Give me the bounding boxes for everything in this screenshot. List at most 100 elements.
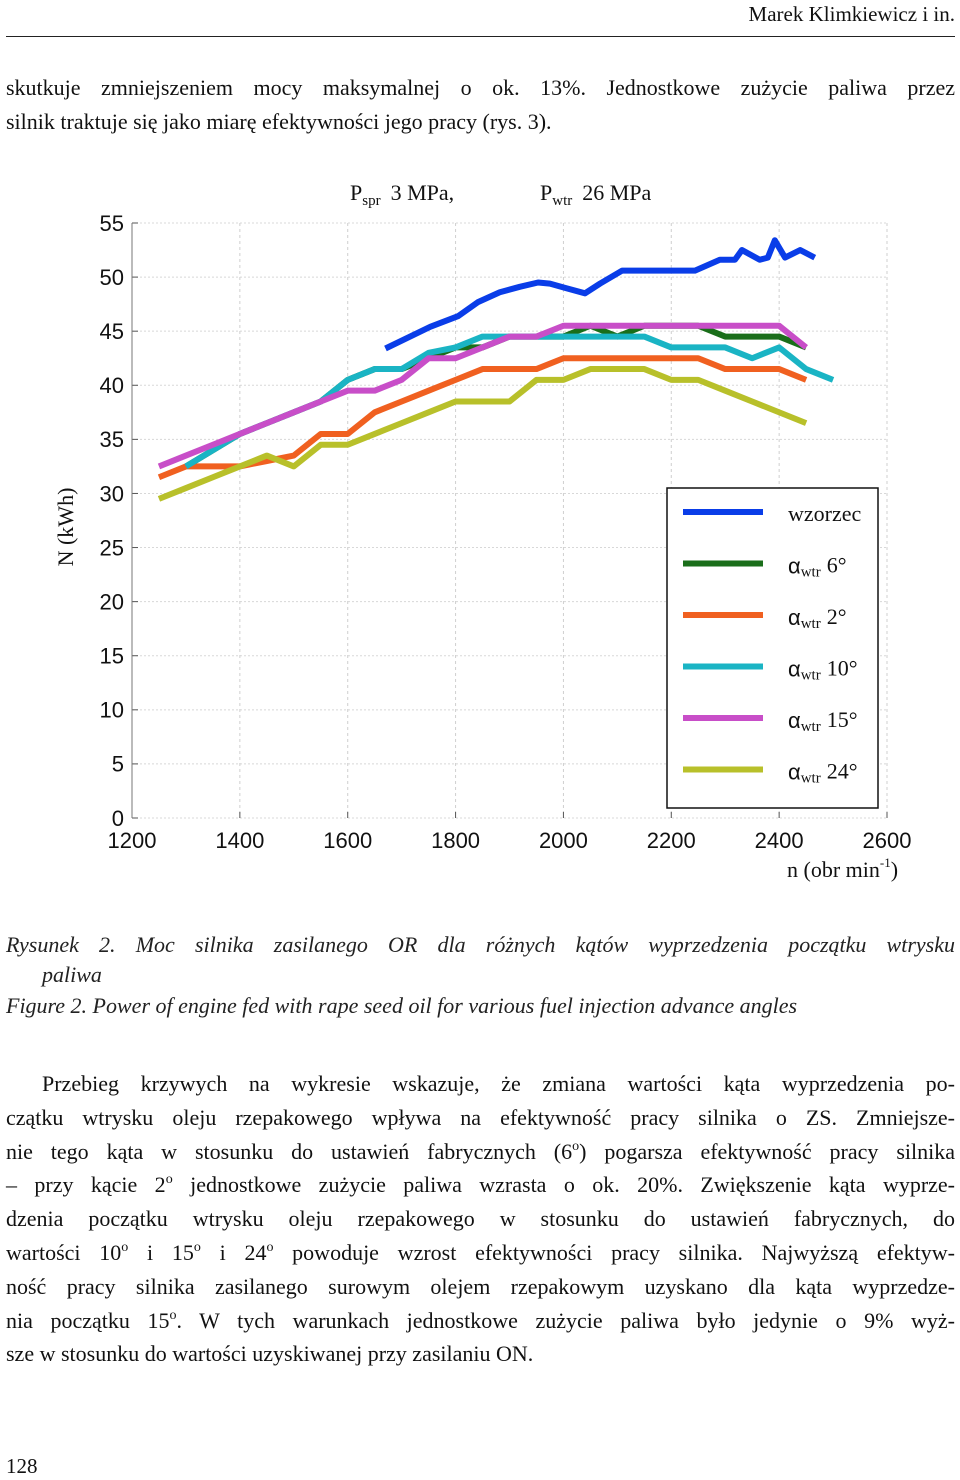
legend-label: αwtr 10° — [788, 656, 858, 684]
legend-subscript: wtr — [801, 771, 821, 787]
paragraph-line: czątku wtrysku oleju rzepakowego wpływa … — [6, 1104, 955, 1132]
chart-title: Pwtr 26 MPa — [540, 180, 652, 209]
x-tick-label: 2200 — [647, 828, 696, 853]
legend-subscript: wtr — [801, 616, 821, 632]
legend-label: αwtr 6° — [788, 553, 847, 581]
x-tick-label: 1200 — [108, 828, 157, 853]
title-symbol: P — [540, 180, 552, 205]
y-tick-label: 5 — [112, 752, 124, 777]
caption-text: paliwa — [42, 962, 102, 987]
x-tick-label: 1400 — [215, 828, 264, 853]
legend-symbol: α — [788, 656, 801, 681]
title-value: 3 MPa, — [391, 180, 455, 205]
title-value: 26 MPa — [582, 180, 651, 205]
page-number: 128 — [6, 1454, 38, 1478]
text: powoduje wzrost efektywności pracy silni… — [273, 1240, 956, 1265]
y-tick-label: 35 — [100, 427, 124, 452]
legend-label: wzorzec — [788, 501, 862, 526]
legend-symbol: α — [788, 605, 801, 630]
title-symbol: P — [350, 180, 362, 205]
text: – przy kącie 2 — [6, 1172, 166, 1198]
y-axis-label: N (kWh) — [53, 488, 78, 567]
x-tick-label: 1600 — [323, 828, 372, 853]
paragraph-line: nie tego kąta w stosunku do ustawień fab… — [6, 1138, 955, 1166]
superscript: o — [266, 1240, 274, 1255]
chart-title: Pspr 3 MPa, — [350, 180, 454, 209]
legend-subscript: wtr — [801, 565, 821, 581]
text: skutkuje zmniejszeniem mocy maksymalnej … — [6, 75, 955, 100]
data-line — [157, 366, 808, 502]
y-tick-label: 50 — [100, 265, 124, 290]
legend-symbol: α — [788, 553, 801, 578]
caption-en-line: Figure 2. Power of engine fed with rape … — [6, 992, 955, 1020]
y-tick-label: 10 — [100, 698, 124, 723]
text: i 15 — [128, 1240, 194, 1265]
legend-symbol: α — [788, 708, 801, 733]
text: silnik traktuje się jako miarę efektywno… — [6, 109, 552, 134]
superscript: o — [169, 1307, 177, 1323]
text: Przebieg krzywych na wykresie wskazuje, … — [42, 1071, 955, 1096]
text: jednostkowe zużycie paliwa wzrasta o ok.… — [172, 1172, 956, 1198]
intro-line: silnik traktuje się jako miarę efektywno… — [6, 108, 955, 136]
x-label-text: n (obr min — [787, 857, 880, 882]
paragraph-line: ność pracy silnika zasilanego surowym ol… — [6, 1273, 955, 1301]
legend-label: αwtr 24° — [788, 759, 858, 787]
x-tick-label: 2400 — [755, 828, 804, 853]
text: ność pracy silnika zasilanego surowym ol… — [6, 1273, 955, 1299]
paragraph-line: sze w stosunku do wartości uzyskiwanej p… — [6, 1340, 955, 1368]
paragraph-line: Przebieg krzywych na wykresie wskazuje, … — [42, 1070, 955, 1098]
y-tick-label: 40 — [100, 373, 124, 398]
legend-subscript: wtr — [801, 719, 821, 735]
x-tick-label: 2600 — [863, 828, 912, 853]
y-tick-label: 30 — [100, 481, 124, 506]
legend-name: wzorzec — [788, 501, 862, 526]
caption-pl: Rysunek 2. Moc silnika zasilanego OR dla… — [6, 931, 955, 959]
y-tick-label: 20 — [100, 589, 124, 614]
legend-box — [666, 487, 879, 809]
caption-en: Figure 2. Power of engine fed with rape … — [6, 993, 798, 1018]
legend-name: 2° — [827, 604, 847, 629]
title-subscript: spr — [362, 193, 380, 209]
text: i 24 — [200, 1240, 267, 1265]
text: nie tego kąta w stosunku do ustawień fab… — [6, 1138, 573, 1164]
text: dzenia początku wtrysku oleju rzepakoweg… — [6, 1206, 955, 1232]
legend-symbol: α — [788, 759, 801, 784]
x-tick-label: 2000 — [539, 828, 588, 853]
legend-subscript: wtr — [801, 668, 821, 684]
superscript: o — [165, 1172, 173, 1188]
legend-name: 10° — [827, 656, 858, 681]
superscript: o — [572, 1138, 580, 1154]
superscript: o — [121, 1240, 129, 1255]
data-line — [157, 322, 808, 470]
x-tick-label: 1800 — [431, 828, 480, 853]
x-label-after: ) — [891, 857, 898, 882]
x-axis-label: n (obr min-1) — [787, 855, 898, 882]
y-tick-label: 15 — [100, 644, 124, 669]
caption-pl: paliwa — [42, 961, 942, 989]
y-tick-label: 45 — [100, 319, 124, 344]
text: czątku wtrysku oleju rzepakowego wpływa … — [6, 1104, 955, 1130]
text: ) pogarsza efektywność pracy silnika — [579, 1138, 955, 1164]
running-header: Marek Klimkiewicz i in. — [748, 2, 955, 26]
legend-name: 24° — [827, 759, 858, 784]
legend-label: αwtr 2° — [788, 604, 847, 632]
intro-line: skutkuje zmniejszeniem mocy maksymalnej … — [6, 74, 955, 102]
legend-name: 6° — [827, 553, 847, 578]
legend-label: αwtr 15° — [788, 707, 858, 735]
caption-text: Rysunek 2. Moc silnika zasilanego OR dla… — [6, 932, 955, 957]
paragraph-line: dzenia początku wtrysku oleju rzepakoweg… — [6, 1205, 955, 1233]
paragraph-line: – przy kącie 2o jednostkowe zużycie pali… — [6, 1171, 955, 1199]
y-tick-label: 0 — [112, 806, 124, 831]
x-label-sup: -1 — [880, 855, 891, 870]
page-number-line: 128 — [6, 1452, 955, 1480]
text: wartości 10 — [6, 1240, 122, 1265]
text: nia początku 15 — [6, 1307, 170, 1333]
y-tick-label: 55 — [100, 211, 124, 236]
paragraph-line: nia początku 15o. W tych warunkach jedno… — [6, 1307, 955, 1335]
paragraph-line: wartości 10o i 15o i 24o powoduje wzrost… — [6, 1239, 955, 1267]
text: . W tych warunkach jednostkowe zużycie p… — [176, 1307, 955, 1333]
title-subscript: wtr — [552, 193, 572, 209]
y-tick-label: 25 — [100, 535, 124, 560]
